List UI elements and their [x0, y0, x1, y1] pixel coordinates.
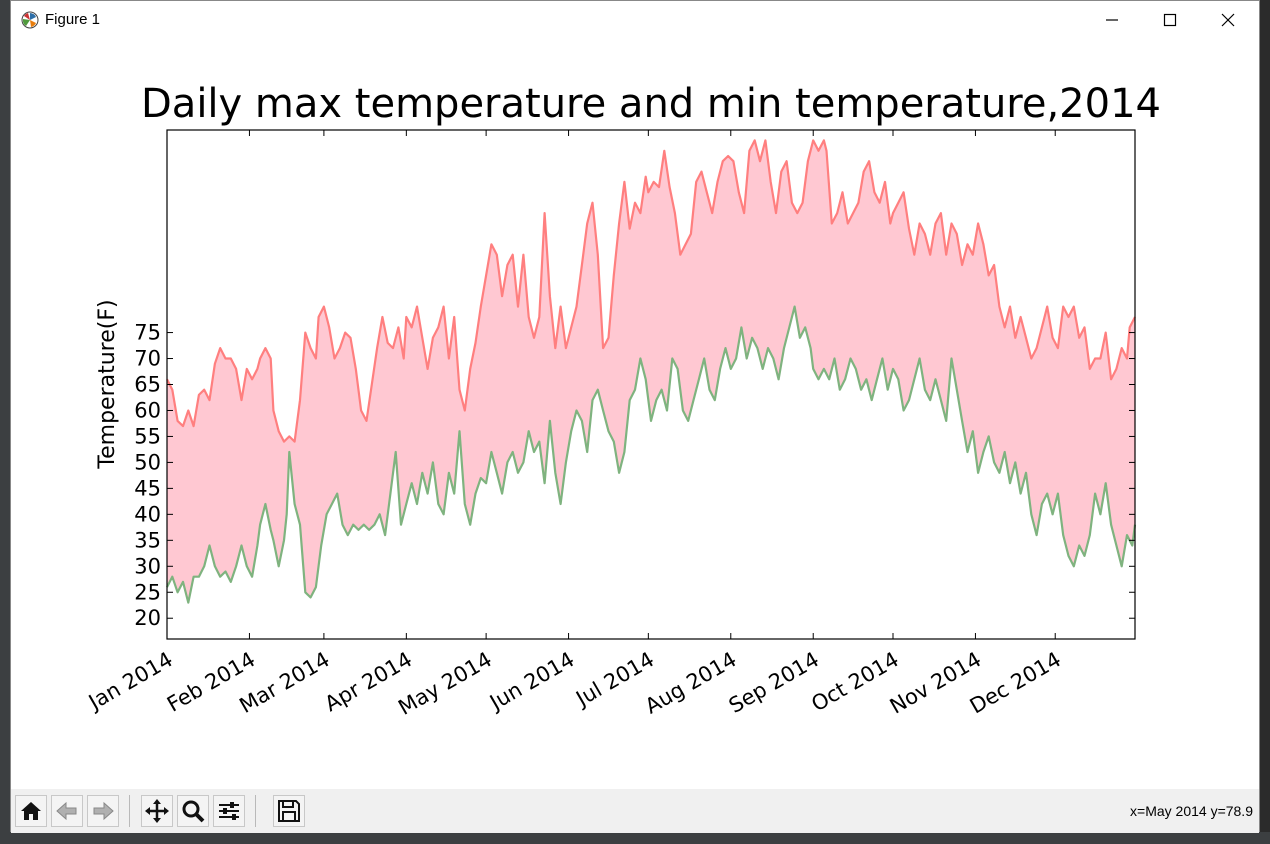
y-tick-label: 25 — [134, 580, 161, 604]
close-button[interactable] — [1199, 1, 1257, 39]
fill-between-area — [167, 140, 1135, 603]
temperature-chart: Daily max temperature and min temperatur… — [83, 81, 1161, 720]
toolbar-separator — [129, 795, 130, 827]
cursor-coordinates: x=May 2014 y=78.9 — [1130, 803, 1253, 819]
x-tick-label: Jun 2014 — [484, 647, 578, 715]
title-bar[interactable]: Figure 1 — [11, 1, 1259, 39]
chart-title: Daily max temperature and min temperatur… — [141, 81, 1161, 127]
y-tick-label: 55 — [134, 424, 161, 448]
toolbar-separator — [255, 795, 256, 827]
maximize-icon — [1163, 13, 1177, 27]
subplots-icon — [219, 802, 239, 820]
y-tick-label: 50 — [134, 450, 161, 474]
x-tick-label: Jan 2014 — [83, 647, 177, 715]
zoom-button[interactable] — [177, 795, 209, 827]
figure-window: Figure 1 Daily max temperature and min t… — [10, 0, 1260, 833]
forward-arrow-icon — [93, 801, 114, 821]
back-arrow-icon — [56, 801, 77, 821]
maximize-button[interactable] — [1141, 1, 1199, 39]
y-tick-label: 35 — [134, 528, 161, 552]
y-tick-label: 65 — [134, 373, 161, 397]
subplots-button[interactable] — [213, 795, 245, 827]
y-tick-label: 70 — [134, 347, 161, 371]
matplotlib-logo-icon — [21, 11, 39, 29]
y-axis-label: Temperature(F) — [95, 299, 120, 469]
home-button[interactable] — [15, 795, 47, 827]
ide-background-strip-bottom — [0, 832, 1270, 844]
y-tick-label: 45 — [134, 476, 161, 500]
y-tick-label: 75 — [134, 321, 161, 345]
series-line-high — [166, 139, 1136, 443]
pan-icon — [145, 799, 169, 823]
minimize-button[interactable] — [1083, 1, 1141, 39]
close-icon — [1221, 13, 1235, 27]
forward-button[interactable] — [87, 795, 119, 827]
zoom-icon — [182, 800, 205, 823]
window-title: Figure 1 — [45, 11, 101, 28]
x-tick-label: Dec 2014 — [966, 647, 1065, 718]
x-tick-label: Oct 2014 — [807, 647, 903, 716]
y-tick-label: 60 — [134, 398, 161, 422]
x-tick-label: Sep 2014 — [725, 647, 823, 718]
series-line-low — [166, 305, 1137, 604]
x-tick-label: Nov 2014 — [886, 647, 986, 718]
x-tick-label: Aug 2014 — [641, 647, 741, 718]
save-icon — [278, 800, 300, 822]
y-tick-label: 20 — [134, 606, 161, 630]
back-button[interactable] — [51, 795, 83, 827]
y-tick-label: 40 — [134, 502, 161, 526]
minimize-icon — [1106, 19, 1118, 21]
home-icon — [21, 802, 41, 820]
navigation-toolbar: x=May 2014 y=78.9 — [11, 789, 1259, 833]
y-tick-label: 30 — [134, 554, 161, 578]
save-button[interactable] — [273, 795, 305, 827]
figure-canvas[interactable]: Daily max temperature and min temperatur… — [11, 39, 1259, 789]
ide-background-strip — [0, 0, 12, 844]
pan-button[interactable] — [141, 795, 173, 827]
